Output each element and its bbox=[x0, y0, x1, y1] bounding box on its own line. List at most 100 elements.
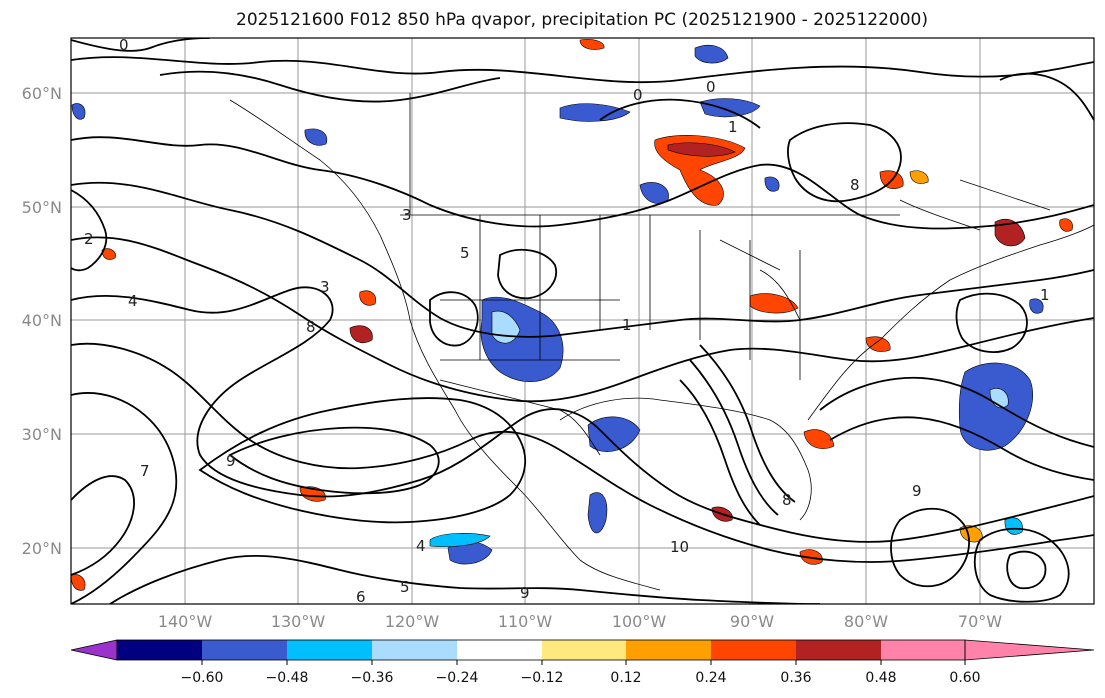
contour-label: 5 bbox=[400, 578, 410, 596]
colorbar-extend-low bbox=[70, 639, 118, 661]
coastline bbox=[807, 224, 1094, 421]
latitude-labels: 60°N 50°N 40°N 30°N 20°N bbox=[22, 84, 62, 558]
border-line bbox=[649, 215, 801, 380]
colorbar-segment bbox=[202, 640, 287, 660]
precip-positive-area bbox=[359, 290, 376, 306]
colorbar-tick-label: 0.60 bbox=[949, 670, 980, 686]
contour-line bbox=[71, 136, 1094, 230]
precip-negative-area bbox=[587, 416, 641, 452]
precip-positive-area bbox=[667, 142, 736, 157]
contour-line bbox=[955, 292, 1028, 353]
colorbar-tick-label: −0.12 bbox=[521, 670, 564, 686]
coastline bbox=[229, 99, 661, 591]
contour-line bbox=[71, 475, 135, 576]
contour-line bbox=[819, 376, 1094, 448]
precip-negative-area bbox=[587, 492, 608, 534]
precip-positive-area bbox=[1059, 218, 1073, 232]
precip-negative-area bbox=[1029, 298, 1044, 314]
colorbar-ticks bbox=[201, 660, 966, 665]
colorbar-segment bbox=[626, 640, 711, 660]
lat-label-30n: 30°N bbox=[22, 425, 62, 444]
contour-label: 6 bbox=[356, 588, 366, 606]
contour-label: 2 bbox=[84, 230, 94, 248]
qvapor-contours bbox=[71, 38, 1094, 604]
contour-line bbox=[429, 291, 479, 347]
lat-label-40n: 40°N bbox=[22, 311, 62, 330]
map-frame bbox=[70, 37, 1095, 605]
contour-line bbox=[71, 236, 1094, 403]
contour-label: 1 bbox=[622, 316, 632, 334]
precip-positive-area bbox=[579, 39, 605, 50]
precip-positive-area bbox=[101, 248, 116, 260]
contour-label: 0 bbox=[633, 86, 643, 104]
lat-label-20n: 20°N bbox=[22, 539, 62, 558]
colorbar-segment bbox=[457, 640, 542, 660]
contour-label: 3 bbox=[320, 278, 330, 296]
colorbar-tick-label: 0.48 bbox=[865, 670, 896, 686]
contour-line bbox=[71, 38, 211, 52]
colorbar-tick-label: −0.24 bbox=[436, 670, 479, 686]
precip-positive-area bbox=[799, 549, 823, 565]
geographic-boundaries bbox=[229, 93, 1094, 591]
lon-label-120w: 120°W bbox=[385, 612, 440, 631]
precip-positive-area bbox=[909, 170, 929, 184]
contour-label: 3 bbox=[402, 206, 412, 224]
contour-label: 0 bbox=[706, 78, 716, 96]
precip-positive-area bbox=[749, 293, 799, 314]
colorbar-tick-label: −0.60 bbox=[181, 670, 224, 686]
precip-positive-area bbox=[994, 218, 1026, 247]
coastline bbox=[559, 397, 812, 521]
colorbar-tick-label: 0.12 bbox=[610, 670, 641, 686]
contour-label: 0 bbox=[119, 36, 129, 54]
contour-labels: 0 0 1 2 3 4 5 6 7 8 9 1 3 4 5 0 8 9 10 8 bbox=[84, 36, 1050, 606]
lon-label-100w: 100°W bbox=[612, 612, 667, 631]
precip-positive-area bbox=[349, 325, 373, 343]
precip-negative-area bbox=[559, 103, 631, 122]
contour-line bbox=[71, 189, 108, 272]
contour-line bbox=[71, 181, 1094, 338]
border-line bbox=[439, 379, 601, 456]
colorbar-segment bbox=[287, 640, 372, 660]
contour-label: 1 bbox=[728, 118, 738, 136]
contour-line bbox=[228, 426, 440, 495]
precip-negative bbox=[71, 45, 1044, 565]
contour-line bbox=[71, 286, 1094, 543]
precip-positive-area bbox=[865, 336, 891, 352]
contour-line bbox=[973, 527, 1070, 603]
contour-label: 8 bbox=[782, 491, 792, 509]
contour-label: 9 bbox=[912, 482, 922, 500]
lon-label-130w: 130°W bbox=[271, 612, 326, 631]
lat-label-50n: 50°N bbox=[22, 198, 62, 217]
colorbar-segment bbox=[372, 640, 457, 660]
contour-label: 8 bbox=[850, 176, 860, 194]
contour-line bbox=[159, 70, 501, 103]
contour-line bbox=[71, 392, 178, 604]
colorbar-tick-label: 0.24 bbox=[695, 670, 726, 686]
contour-label: 5 bbox=[460, 244, 470, 262]
longitude-labels: 140°W 130°W 120°W 110°W 100°W 90°W 80°W … bbox=[158, 612, 1002, 631]
lon-label-140w: 140°W bbox=[158, 612, 213, 631]
precip-negative-area bbox=[304, 128, 328, 146]
contour-label: 1 bbox=[1040, 286, 1050, 304]
colorbar-tick-label: −0.48 bbox=[266, 670, 309, 686]
contour-line bbox=[497, 248, 557, 300]
colorbar-tick-label: −0.36 bbox=[351, 670, 394, 686]
precip-negative-area bbox=[429, 533, 491, 547]
contour-label: 7 bbox=[140, 462, 150, 480]
contour-line bbox=[109, 555, 821, 604]
border-line bbox=[440, 215, 620, 361]
contour-line bbox=[679, 344, 796, 526]
map-background bbox=[71, 38, 1094, 604]
precip-negative-area bbox=[764, 176, 780, 192]
lat-label-60n: 60°N bbox=[22, 84, 62, 103]
lon-label-90w: 90°W bbox=[730, 612, 774, 631]
colorbar-frame bbox=[116, 639, 966, 661]
lon-label-70w: 70°W bbox=[958, 612, 1002, 631]
colorbar-segment bbox=[796, 640, 881, 660]
contour-label: 8 bbox=[306, 318, 316, 336]
contour-line bbox=[999, 72, 1094, 121]
precip-positive-area bbox=[803, 429, 835, 449]
contour-line bbox=[599, 98, 761, 129]
contour-line bbox=[829, 416, 1094, 481]
lon-label-80w: 80°W bbox=[844, 612, 888, 631]
